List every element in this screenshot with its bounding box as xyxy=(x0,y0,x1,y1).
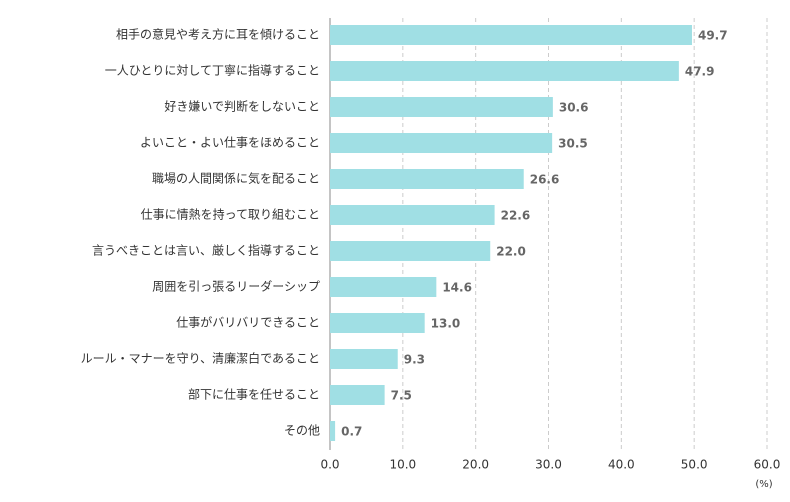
x-tick-label: 30.0 xyxy=(535,458,562,472)
y-tick-label: 部下に仕事を任せること xyxy=(188,387,320,402)
bar xyxy=(330,349,398,369)
bar xyxy=(330,169,524,189)
y-tick-label: ルール・マナーを守り、清廉潔白であること xyxy=(81,351,320,366)
x-tick-label: 20.0 xyxy=(462,458,489,472)
value-label: 30.5 xyxy=(558,137,588,151)
value-label: 7.5 xyxy=(391,389,412,403)
y-tick-label: 周囲を引っ張るリーダーシップ xyxy=(152,279,320,294)
y-tick-label: よいこと・よい仕事をほめること xyxy=(140,136,320,150)
value-label: 13.0 xyxy=(431,317,461,331)
y-tick-label: 仕事がバリバリできること xyxy=(176,315,320,330)
y-tick-label: 一人ひとりに対して丁寧に指導すること xyxy=(105,63,320,78)
value-label: 22.6 xyxy=(501,209,531,223)
bar xyxy=(330,61,679,81)
bar xyxy=(330,133,553,153)
x-tick-label: 60.0 xyxy=(754,458,781,472)
y-tick-label: 好き嫌いで判断をしないこと xyxy=(164,99,320,114)
value-label: 30.6 xyxy=(559,101,589,115)
x-axis-unit: (%) xyxy=(755,479,772,490)
value-label: 0.7 xyxy=(341,425,362,439)
value-label: 14.6 xyxy=(442,281,472,295)
value-label: 9.3 xyxy=(404,353,425,367)
x-tick-label: 50.0 xyxy=(681,458,708,472)
bar xyxy=(330,277,437,297)
x-tick-label: 10.0 xyxy=(389,458,416,472)
x-tick-label: 0.0 xyxy=(320,458,339,472)
bar xyxy=(330,313,425,333)
bar xyxy=(330,97,553,117)
y-tick-label: 仕事に情熱を持って取り組むこと xyxy=(141,207,320,222)
bar xyxy=(330,421,336,441)
bar xyxy=(330,25,692,45)
value-label: 49.7 xyxy=(698,29,728,43)
x-tick-label: 40.0 xyxy=(608,458,635,472)
bar xyxy=(330,385,385,405)
value-label: 26.6 xyxy=(530,173,560,187)
value-label: 47.9 xyxy=(685,65,715,79)
y-tick-label: 職場の人間関係に気を配ること xyxy=(152,171,320,186)
bar xyxy=(330,205,495,225)
value-label: 22.0 xyxy=(496,245,526,259)
bar xyxy=(330,241,491,261)
y-tick-label: その他 xyxy=(284,424,320,438)
y-tick-label: 相手の意見や考え方に耳を傾けること xyxy=(116,27,320,42)
y-tick-label: 言うべきことは言い、厳しく指導すること xyxy=(92,243,320,258)
